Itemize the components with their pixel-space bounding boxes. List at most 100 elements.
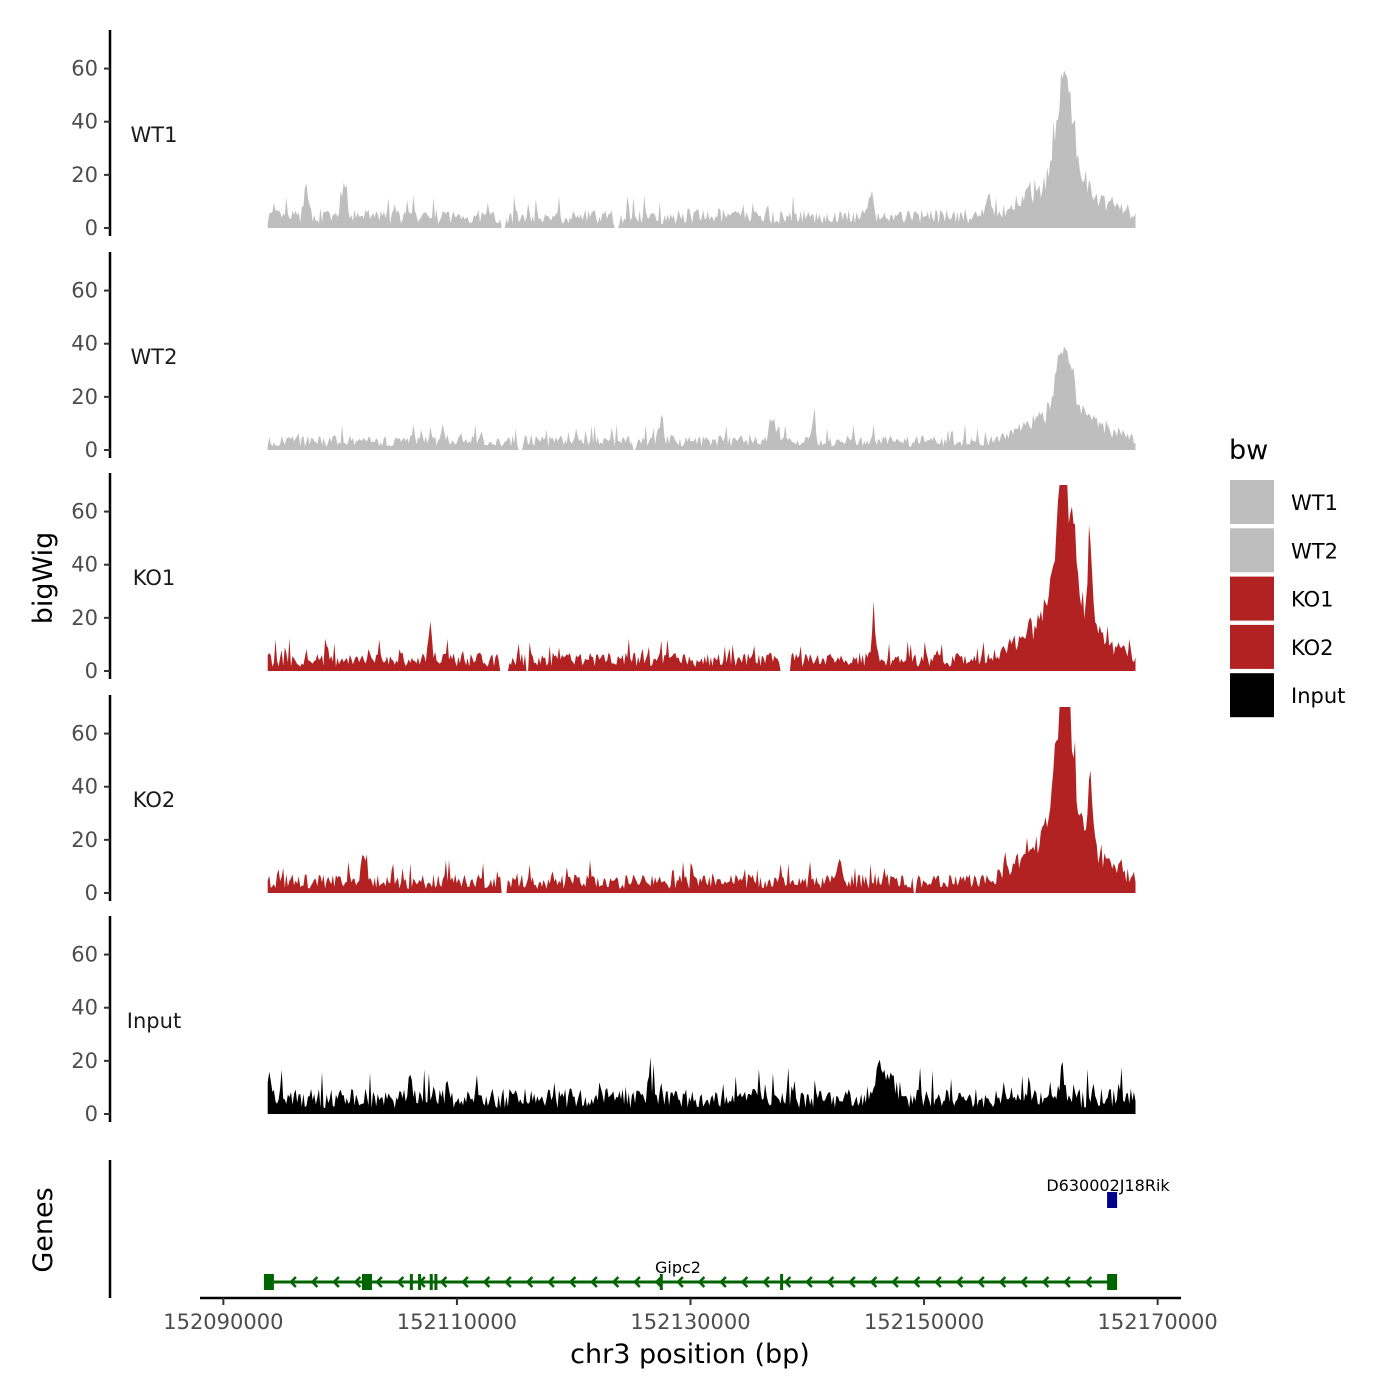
exon (429, 1274, 433, 1290)
y-tick-label: 0 (85, 216, 98, 240)
strand-arrow (353, 1276, 362, 1288)
y-tick-label: 20 (71, 1049, 98, 1073)
y-tick-label: 40 (71, 775, 98, 799)
strand-arrow (826, 1276, 835, 1288)
legend-label: KO2 (1291, 636, 1334, 660)
y-tick-label: 0 (85, 438, 98, 462)
legend: bw WT1 WT2 KO1 KO2 Input (1229, 435, 1345, 718)
strand-arrow (611, 1276, 620, 1288)
legend-label: WT2 (1291, 539, 1338, 563)
legend-entry-wt1: WT1 (1230, 480, 1338, 524)
legend-swatch (1230, 673, 1274, 718)
legend-entry-ko1: KO1 (1230, 576, 1334, 621)
strand-arrow (1041, 1276, 1050, 1288)
strand-arrow (547, 1276, 555, 1288)
coverage-area-ko2 (267, 707, 1136, 893)
strand-arrow (676, 1276, 684, 1288)
track-label: WT2 (131, 345, 178, 369)
y-tick-label: 60 (71, 279, 98, 303)
y-tick-label: 0 (85, 659, 98, 683)
strand-arrow (740, 1276, 749, 1288)
gene-d630002j18rik: D630002J18Rik (1046, 1176, 1170, 1208)
exon (1107, 1192, 1118, 1208)
y-tick-label: 20 (71, 828, 98, 852)
x-tick-label: 152150000 (864, 1310, 984, 1334)
strand-arrow (568, 1276, 577, 1288)
strand-arrow (590, 1276, 598, 1288)
y-tick-label: 40 (71, 553, 98, 577)
track-ko1: 0 20 40 60 KO1 (71, 473, 1136, 683)
track-label: KO2 (133, 788, 176, 812)
strand-arrow (998, 1276, 1007, 1288)
x-tick-label: 152170000 (1098, 1310, 1218, 1334)
strand-arrow (783, 1276, 792, 1288)
legend-entry-wt2: WT2 (1230, 528, 1338, 573)
exon (659, 1274, 663, 1290)
x-tick-label: 152090000 (163, 1310, 283, 1334)
legend-title: bw (1229, 435, 1268, 466)
gene-label: D630002J18Rik (1046, 1176, 1170, 1195)
strand-arrow (977, 1276, 985, 1288)
exon (780, 1274, 784, 1290)
y-axis-title: bigWig (28, 532, 59, 625)
strand-arrow (762, 1276, 770, 1288)
track-label: KO1 (133, 566, 176, 590)
exon (263, 1274, 274, 1290)
y-tick-label: 0 (85, 1102, 98, 1126)
exon (434, 1274, 438, 1290)
y-tick-label: 40 (71, 332, 98, 356)
coverage-area-wt2 (267, 346, 1136, 450)
strand-arrow (504, 1276, 512, 1288)
x-tick-label: 152130000 (630, 1310, 750, 1334)
track-label: Input (127, 1009, 181, 1033)
y-tick-label: 60 (71, 943, 98, 967)
legend-swatch (1230, 528, 1274, 573)
coverage-tracks: 0 20 40 60 WT1 0 20 40 60 WT2 0 20 40 60 KO1 0 20 40 60 KO2… (71, 30, 1136, 1126)
strand-arrow (869, 1276, 878, 1288)
y-tick-label: 60 (71, 57, 98, 81)
strand-arrow (1063, 1276, 1071, 1288)
strand-arrow (1084, 1276, 1093, 1288)
legend-entry-input: Input (1230, 673, 1345, 718)
strand-arrow (525, 1276, 534, 1288)
y-tick-label: 20 (71, 163, 98, 187)
gene-label: Gipc2 (655, 1258, 701, 1277)
strand-arrow (439, 1276, 448, 1288)
exon (409, 1274, 413, 1290)
y-tick-label: 20 (71, 385, 98, 409)
strand-arrow (482, 1276, 491, 1288)
genes-axis-title: Genes (28, 1187, 59, 1272)
legend-swatch (1230, 576, 1274, 621)
strand-arrow (461, 1276, 469, 1288)
track-ko2: 0 20 40 60 KO2 (71, 695, 1136, 905)
exon (418, 1274, 422, 1290)
strand-arrow (310, 1276, 319, 1288)
legend-swatch (1230, 480, 1274, 524)
strand-arrow (955, 1276, 964, 1288)
strand-arrow (934, 1276, 942, 1288)
x-axis-title: chr3 position (bp) (570, 1339, 810, 1370)
strand-arrow (332, 1276, 340, 1288)
strand-arrow (289, 1276, 297, 1288)
legend-swatch (1230, 624, 1274, 669)
track-wt2: 0 20 40 60 WT2 (71, 252, 1136, 462)
strand-arrow (805, 1276, 813, 1288)
y-tick-label: 60 (71, 722, 98, 746)
strand-arrow (848, 1276, 856, 1288)
strand-arrow (396, 1276, 405, 1288)
y-tick-label: 40 (71, 110, 98, 134)
strand-arrow (375, 1276, 383, 1288)
strand-arrow (654, 1276, 663, 1288)
y-tick-label: 60 (71, 500, 98, 524)
y-tick-label: 20 (71, 606, 98, 630)
strand-arrow (633, 1276, 641, 1288)
gene-gipc2: Gipc2 (263, 1258, 1118, 1290)
strand-arrow (1020, 1276, 1028, 1288)
strand-arrow (912, 1276, 921, 1288)
legend-label: WT1 (1291, 491, 1338, 515)
genes-panel: Gipc2 D630002J18Rik (108, 1160, 1170, 1298)
strand-arrow (697, 1276, 706, 1288)
x-tick-label: 152110000 (397, 1310, 517, 1334)
track-label: WT1 (131, 123, 178, 147)
